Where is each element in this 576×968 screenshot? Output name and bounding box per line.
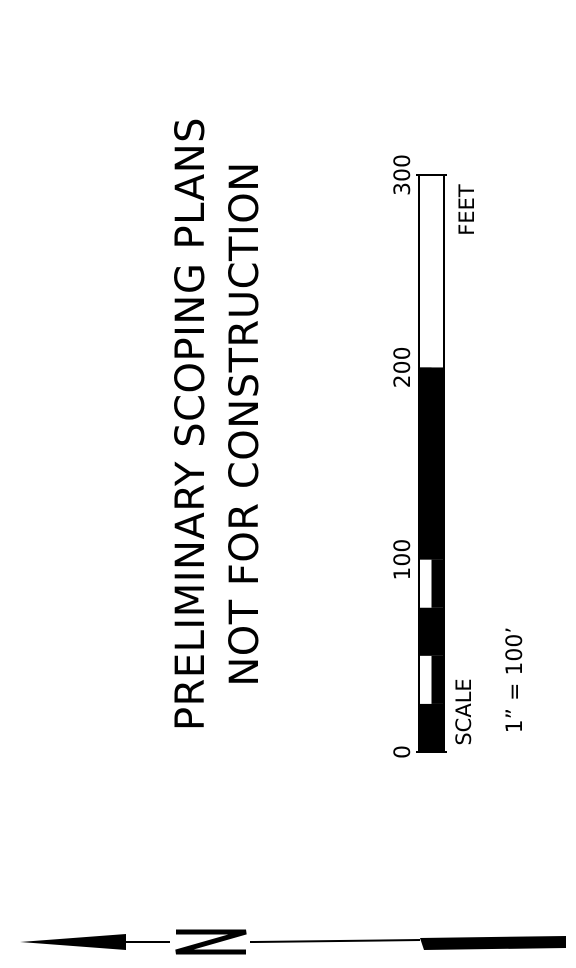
scale-segment-black xyxy=(419,703,444,752)
north-arrow-n-glyph xyxy=(175,929,247,955)
scale-segments xyxy=(416,174,447,753)
scale-segment-black xyxy=(419,367,444,560)
scale-unit-label: FEET xyxy=(455,184,479,236)
scale-segment-white xyxy=(431,655,444,704)
scale-label: SCALE xyxy=(452,678,476,745)
scale-tick-label: 0 xyxy=(391,745,416,759)
scale-tick-labels: 0 100 200 300 xyxy=(391,154,416,759)
scale-tick-label: 100 xyxy=(391,539,416,581)
north-arrow-icon xyxy=(20,929,566,955)
scale-tick-label: 200 xyxy=(391,346,416,388)
scale-ratio-label: 1” = 100’ xyxy=(503,627,528,734)
north-arrow-shaft-right xyxy=(249,939,421,943)
scale-segment-black xyxy=(419,607,444,656)
preliminary-notice: PRELIMINARY SCOPING PLANS NOT FOR CONSTR… xyxy=(168,117,268,731)
scale-segment-white xyxy=(431,175,444,368)
scale-tick-label: 300 xyxy=(391,154,416,196)
graphic-scale-bar: 0 100 200 300 FEET SCALE 1” = 100’ xyxy=(391,154,528,759)
notice-line-2: NOT FOR CONSTRUCTION xyxy=(222,161,268,686)
scale-segment-white xyxy=(431,559,444,608)
north-arrow-head xyxy=(20,934,126,950)
notice-line-1: PRELIMINARY SCOPING PLANS xyxy=(168,117,214,731)
north-arrow-tail xyxy=(420,936,566,950)
